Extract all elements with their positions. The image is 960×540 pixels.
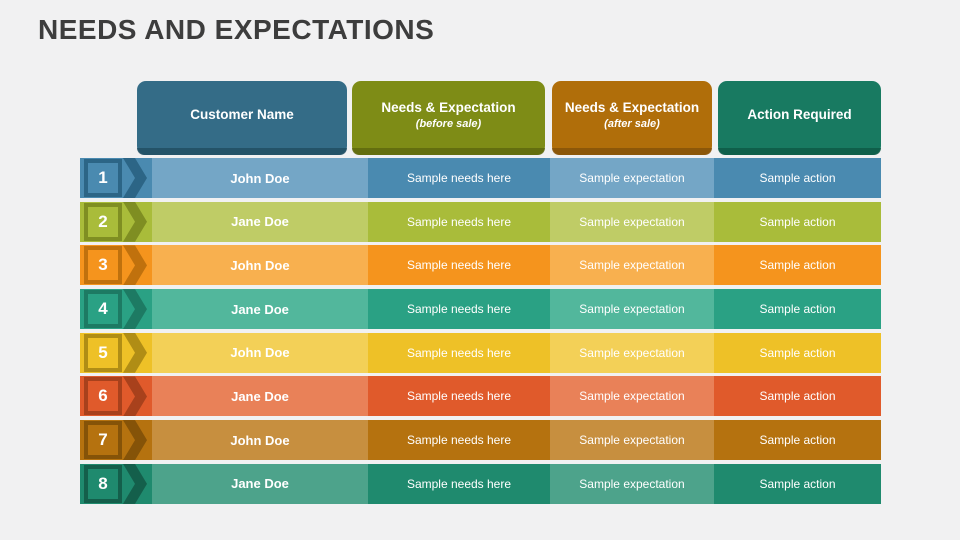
row-number-badge: 1 bbox=[84, 159, 122, 197]
action-required-cell: Sample action bbox=[714, 289, 881, 330]
chevron-right-icon bbox=[123, 289, 147, 330]
table-row: 2 Jane Doe Sample needs here Sample expe… bbox=[80, 201, 881, 242]
action-required-cell: Sample action bbox=[714, 376, 881, 417]
row-number-zone: 6 bbox=[80, 376, 152, 417]
table-row: 8 Jane Doe Sample needs here Sample expe… bbox=[80, 463, 881, 504]
needs-before-sale-cell: Sample needs here bbox=[368, 158, 550, 198]
row-number: 5 bbox=[98, 342, 108, 362]
table-row: 6 Jane Doe Sample needs here Sample expe… bbox=[80, 376, 881, 417]
chevron-right-icon bbox=[123, 376, 147, 417]
column-header-sublabel: (after sale) bbox=[604, 117, 660, 130]
action-required-cell: Sample action bbox=[714, 463, 881, 504]
table-body: 1 John Doe Sample needs here Sample expe… bbox=[80, 158, 881, 508]
column-header-label: Needs & Expectation bbox=[564, 100, 700, 116]
customer-name-cell: John Doe bbox=[152, 158, 368, 198]
action-required-cell: Sample action bbox=[714, 158, 881, 198]
row-number-badge: 8 bbox=[84, 464, 122, 503]
chevron-right-icon bbox=[123, 332, 147, 373]
row-number-zone: 4 bbox=[80, 289, 152, 330]
chevron-right-icon bbox=[123, 245, 147, 286]
row-number-zone: 5 bbox=[80, 332, 152, 373]
column-header-sublabel: (before sale) bbox=[415, 117, 482, 130]
customer-name-cell: Jane Doe bbox=[152, 289, 368, 330]
row-number: 2 bbox=[98, 211, 108, 231]
row-number-zone: 3 bbox=[80, 245, 152, 286]
column-header-needs-before-sale: Needs & Expectation (before sale) bbox=[352, 81, 545, 155]
needs-after-sale-cell: Sample expectation bbox=[550, 420, 714, 461]
page-title: NEEDS AND EXPECTATIONS bbox=[38, 14, 435, 45]
row-number: 8 bbox=[98, 473, 108, 493]
customer-name-cell: John Doe bbox=[152, 332, 368, 373]
row-number: 6 bbox=[98, 386, 108, 406]
row-number-zone: 7 bbox=[80, 420, 152, 461]
needs-after-sale-cell: Sample expectation bbox=[550, 376, 714, 417]
needs-after-sale-cell: Sample expectation bbox=[550, 463, 714, 504]
column-header-label: Action Required bbox=[747, 106, 852, 122]
table-row: 1 John Doe Sample needs here Sample expe… bbox=[80, 158, 881, 198]
action-required-cell: Sample action bbox=[714, 201, 881, 242]
needs-before-sale-cell: Sample needs here bbox=[368, 463, 550, 504]
column-header-label: Needs & Expectation bbox=[381, 100, 516, 116]
action-required-cell: Sample action bbox=[714, 245, 881, 286]
needs-after-sale-cell: Sample expectation bbox=[550, 289, 714, 330]
row-number-badge: 3 bbox=[84, 246, 122, 285]
customer-name-cell: John Doe bbox=[152, 420, 368, 461]
row-number-zone: 8 bbox=[80, 463, 152, 504]
chevron-right-icon bbox=[123, 420, 147, 461]
chevron-right-icon bbox=[123, 463, 147, 504]
needs-before-sale-cell: Sample needs here bbox=[368, 332, 550, 373]
row-number-zone: 1 bbox=[80, 158, 152, 198]
row-number: 7 bbox=[98, 430, 108, 450]
needs-after-sale-cell: Sample expectation bbox=[550, 201, 714, 242]
action-required-cell: Sample action bbox=[714, 332, 881, 373]
row-number-badge: 4 bbox=[84, 290, 122, 329]
action-required-cell: Sample action bbox=[714, 420, 881, 461]
customer-name-cell: Jane Doe bbox=[152, 376, 368, 417]
needs-before-sale-cell: Sample needs here bbox=[368, 201, 550, 242]
needs-after-sale-cell: Sample expectation bbox=[550, 245, 714, 286]
customer-name-cell: Jane Doe bbox=[152, 463, 368, 504]
needs-after-sale-cell: Sample expectation bbox=[550, 158, 714, 198]
row-number-badge: 2 bbox=[84, 202, 122, 241]
customer-name-cell: John Doe bbox=[152, 245, 368, 286]
needs-before-sale-cell: Sample needs here bbox=[368, 245, 550, 286]
row-number-zone: 2 bbox=[80, 201, 152, 242]
table-row: 3 John Doe Sample needs here Sample expe… bbox=[80, 245, 881, 286]
row-number: 4 bbox=[98, 299, 108, 319]
row-number: 3 bbox=[98, 255, 108, 275]
table-row: 7 John Doe Sample needs here Sample expe… bbox=[80, 420, 881, 461]
column-header-needs-after-sale: Needs & Expectation (after sale) bbox=[552, 81, 712, 155]
needs-before-sale-cell: Sample needs here bbox=[368, 376, 550, 417]
column-header-action-required: Action Required bbox=[718, 81, 881, 155]
chevron-right-icon bbox=[123, 201, 147, 242]
needs-before-sale-cell: Sample needs here bbox=[368, 289, 550, 330]
row-number-badge: 6 bbox=[84, 377, 122, 416]
row-number: 1 bbox=[98, 168, 108, 187]
row-number-badge: 7 bbox=[84, 421, 122, 460]
chevron-right-icon bbox=[123, 158, 147, 198]
table-row: 5 John Doe Sample needs here Sample expe… bbox=[80, 332, 881, 373]
needs-before-sale-cell: Sample needs here bbox=[368, 420, 550, 461]
row-number-badge: 5 bbox=[84, 333, 122, 372]
table-row: 4 Jane Doe Sample needs here Sample expe… bbox=[80, 289, 881, 330]
column-header-customer-name: Customer Name bbox=[137, 81, 347, 155]
customer-name-cell: Jane Doe bbox=[152, 201, 368, 242]
column-header-label: Customer Name bbox=[190, 106, 294, 122]
needs-after-sale-cell: Sample expectation bbox=[550, 332, 714, 373]
